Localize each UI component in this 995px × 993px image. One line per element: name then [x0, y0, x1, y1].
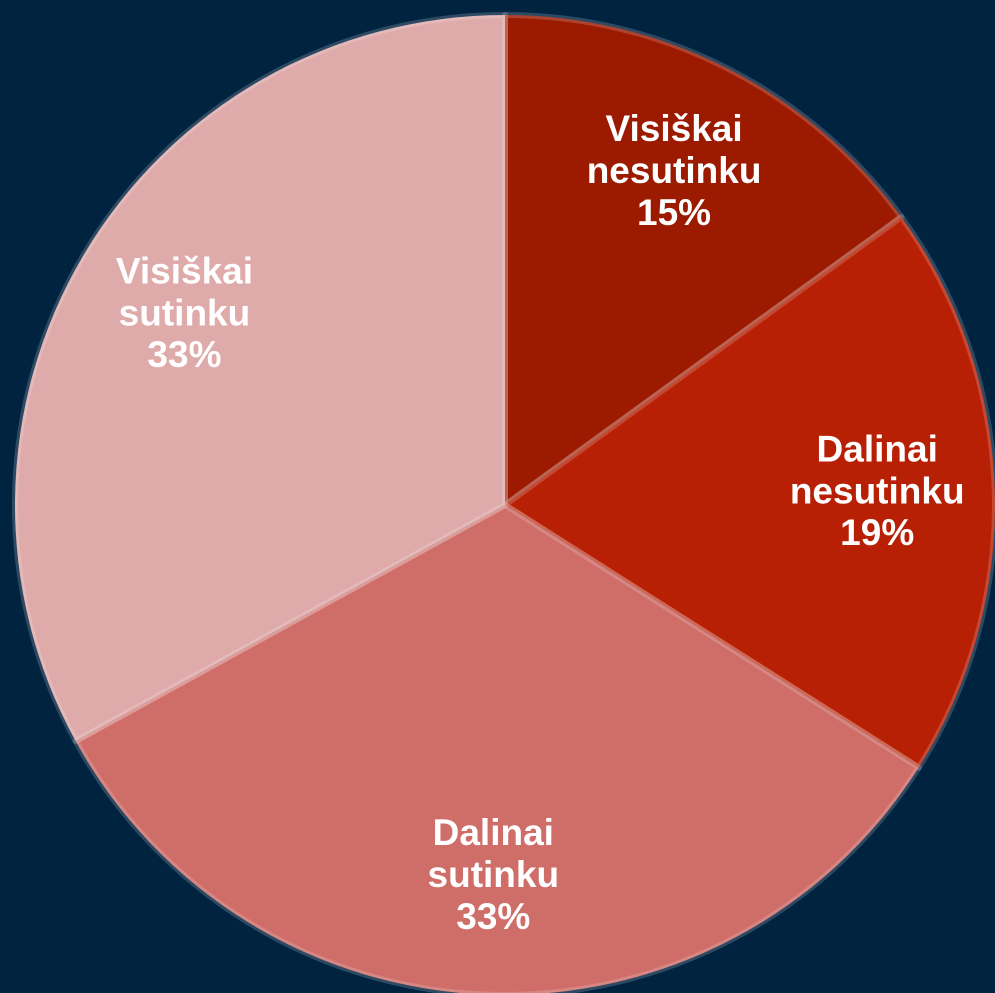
pie-slice	[502, 12, 905, 508]
slice-label: Dalinai sutinku	[428, 812, 560, 895]
slice-label: Visiškai sutinku	[116, 250, 253, 333]
label-line: Dalinai	[817, 428, 938, 469]
label-line: Visiškai	[605, 108, 742, 149]
label-line: nesutinku	[587, 150, 762, 191]
value-label: 33%	[456, 896, 530, 937]
label-line: Dalinai	[433, 812, 554, 853]
pie-slice	[72, 502, 922, 993]
label-line: sutinku	[428, 854, 560, 895]
label-line: nesutinku	[790, 470, 965, 511]
value-label: 19%	[840, 512, 914, 553]
label-line: sutinku	[119, 292, 251, 333]
slice-label: Dalinai nesutinku	[790, 428, 965, 511]
label-line: Visiškai	[116, 250, 253, 291]
slice-label: Visiškai nesutinku	[587, 108, 762, 191]
value-label: 15%	[637, 192, 711, 233]
value-label: 33%	[147, 334, 221, 375]
pie-slice	[12, 12, 508, 745]
